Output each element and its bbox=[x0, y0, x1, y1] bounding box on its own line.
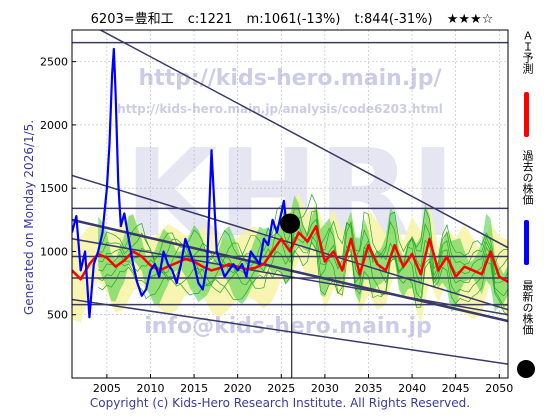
x-tick-label: 2025 bbox=[267, 382, 295, 395]
y-tick-label: 1000 bbox=[40, 245, 68, 258]
x-tick-label: 2040 bbox=[398, 382, 426, 395]
m-value: m:1061(-13%) bbox=[246, 12, 341, 27]
rating-stars: ★★★☆ bbox=[446, 12, 494, 27]
trend-line bbox=[72, 174, 508, 311]
x-tick-label: 2030 bbox=[311, 382, 339, 395]
legend-item-past-price: 過去の株価 bbox=[516, 150, 538, 265]
plot-content: KHRIhttp://kids-hero.main.jp/http://kids… bbox=[72, 30, 508, 378]
legend-ai-forecast-label: ＡＩ予測 bbox=[521, 30, 534, 74]
legend-item-latest-price: 最新の株価 bbox=[516, 280, 538, 380]
watermark-url-analysis: http://kids-hero.main.jp/analysis/code62… bbox=[117, 102, 443, 116]
y-tick-label: 2500 bbox=[40, 56, 68, 69]
x-tick-label: 2035 bbox=[354, 382, 382, 395]
legend: ＡＩ予測 過去の株価 最新の株価 bbox=[516, 30, 538, 380]
trend-line bbox=[72, 238, 508, 316]
trend-line bbox=[72, 218, 508, 323]
watermark-mail: info@kids-hero.main.jp bbox=[144, 314, 432, 339]
current-price: c:1221 bbox=[187, 12, 233, 27]
y-tick-label: 2000 bbox=[40, 119, 68, 132]
x-tick-label: 2005 bbox=[93, 382, 121, 395]
stock-code-name: 6203=豊和工 bbox=[90, 12, 174, 27]
plot-background bbox=[72, 30, 508, 378]
x-tick-label: 2015 bbox=[180, 382, 208, 395]
legend-latest-price-dot-icon bbox=[517, 360, 535, 378]
x-tick-label: 2010 bbox=[136, 382, 164, 395]
chart-title: 6203=豊和工 c:1221 m:1061(-13%) t:844(-31%)… bbox=[72, 8, 512, 27]
series-past-price bbox=[72, 47, 291, 319]
y-tick-label: 1500 bbox=[40, 182, 68, 195]
legend-ai-forecast-swatch bbox=[524, 92, 529, 137]
trend-line bbox=[72, 298, 508, 365]
legend-past-price-swatch bbox=[524, 220, 529, 265]
trend-line bbox=[98, 30, 508, 249]
t-value: t:844(-31%) bbox=[354, 12, 433, 27]
green-band-fill bbox=[98, 195, 508, 313]
green-band-line bbox=[98, 210, 508, 284]
x-tick-label: 2020 bbox=[224, 382, 252, 395]
series-ai-forecast bbox=[72, 224, 508, 283]
y-tick-label: 500 bbox=[47, 309, 68, 322]
copyright-notice: Copyright (c) Kids-Hero Research Institu… bbox=[89, 396, 471, 410]
watermark-url-main: http://kids-hero.main.jp/ bbox=[138, 66, 442, 91]
legend-latest-price-label: 最新の株価 bbox=[521, 280, 534, 335]
x-tick-label: 2045 bbox=[442, 382, 470, 395]
green-band-line bbox=[98, 208, 508, 276]
plot-frame bbox=[71, 29, 509, 379]
latest-price-point bbox=[280, 213, 300, 234]
x-tick-label: 2050 bbox=[485, 382, 513, 395]
green-band-line bbox=[98, 193, 508, 265]
legend-item-ai-forecast: ＡＩ予測 bbox=[516, 30, 538, 140]
legend-past-price-label: 過去の株価 bbox=[521, 150, 534, 205]
